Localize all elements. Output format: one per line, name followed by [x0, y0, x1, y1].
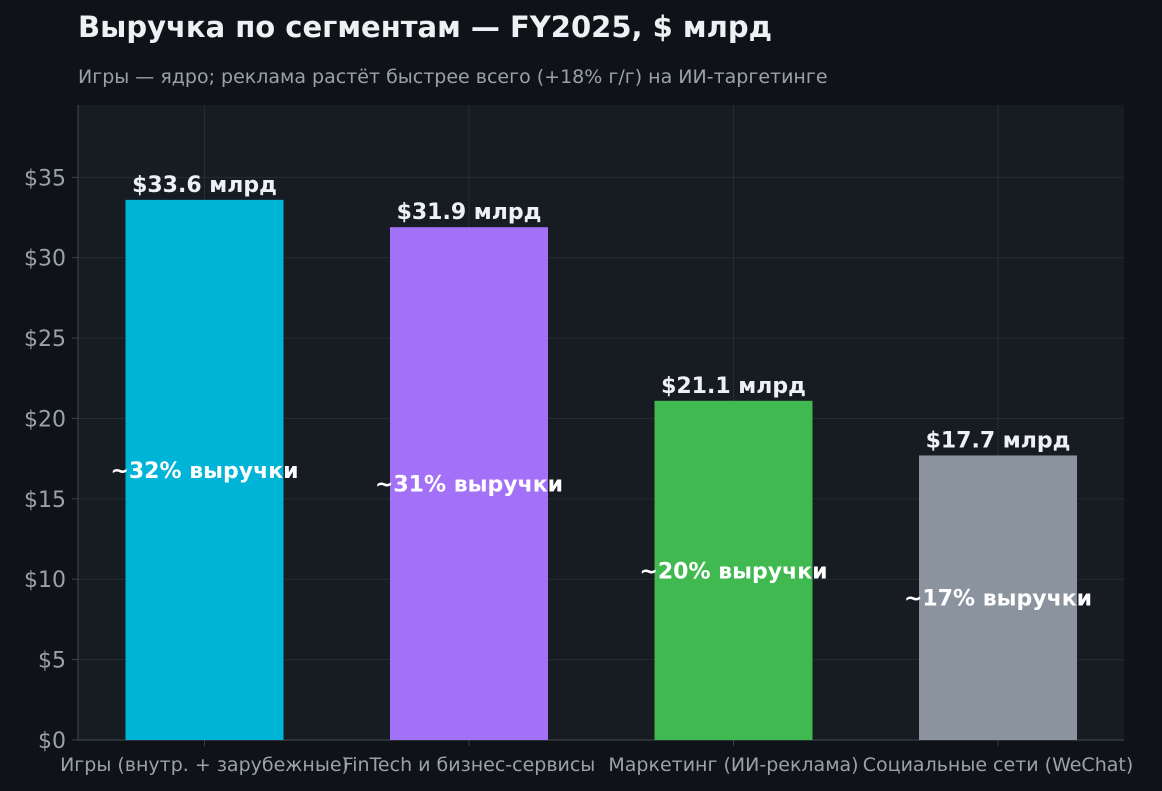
chart-subtitle: Игры — ядро; реклама растёт быстрее всег…: [78, 66, 828, 88]
y-tick-label: $0: [38, 729, 66, 754]
bar: [654, 400, 813, 740]
y-tick-label: $15: [24, 488, 66, 513]
x-tick-label: FinTech и бизнес-сервисы: [343, 754, 596, 776]
y-tick-label: $35: [24, 166, 66, 191]
bar-share-label: ~17% выручки: [904, 587, 1092, 612]
x-tick-label: Маркетинг (ИИ-реклама): [608, 754, 858, 776]
y-tick-label: $20: [24, 407, 66, 432]
x-tick-label: Социальные сети (WeChat): [863, 754, 1134, 776]
bar: [390, 227, 548, 740]
y-tick-label: $25: [24, 327, 66, 352]
bar-share-label: ~20% выручки: [639, 559, 827, 584]
bar-value-label: $21.1 млрд: [661, 374, 806, 399]
bar-value-label: $33.6 млрд: [132, 173, 277, 198]
bar: [919, 455, 1077, 740]
bar-share-label: ~32% выручки: [110, 459, 298, 484]
chart-title: Выручка по сегментам — FY2025, $ млрд: [78, 10, 773, 44]
bar-share-label: ~31% выручки: [375, 473, 563, 498]
x-tick-label: Игры (внутр. + зарубежные): [60, 754, 349, 776]
y-tick-label: $10: [24, 568, 66, 593]
bar: [125, 199, 284, 741]
bar-value-label: $17.7 млрд: [926, 428, 1071, 453]
y-tick-label: $5: [38, 649, 66, 674]
y-tick-label: $30: [24, 247, 66, 272]
bar-value-label: $31.9 млрд: [397, 200, 542, 225]
